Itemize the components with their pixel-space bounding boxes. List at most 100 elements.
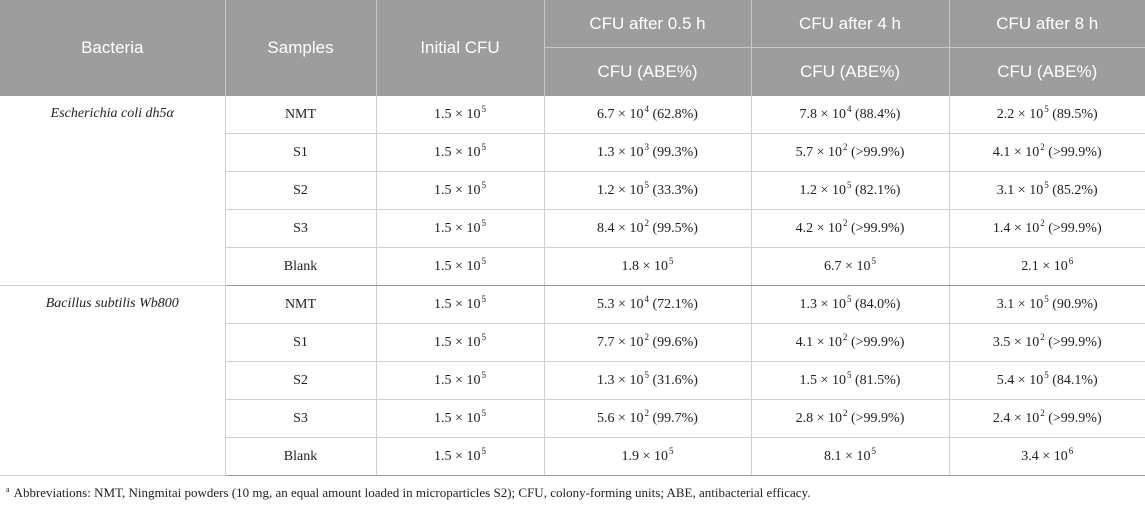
cfu-exponent: 5 — [846, 179, 852, 190]
cfu-mantissa: 1.5 × 10 — [434, 220, 481, 236]
cfu-exponent: 6 — [1068, 255, 1074, 266]
cfu-exponent: 4 — [644, 293, 649, 304]
cfu-0-5h-cell: 1.2 × 105 (33.3%) — [544, 171, 752, 210]
initial-cfu-cell: 1.5 × 105 — [376, 285, 545, 324]
cfu-4h-cell: 6.7 × 105 — [751, 247, 950, 286]
header-initial-cfu: Initial CFU — [376, 0, 545, 96]
cfu-mantissa: 6.7 × 10 — [597, 106, 644, 122]
table-row: S2 1.5 × 105 1.2 × 105 (33.3%) 1.2 × 105 (8… — [0, 171, 1145, 210]
cfu-exponent: 2 — [644, 407, 649, 418]
cfu-mantissa: 1.5 × 10 — [434, 372, 481, 388]
cfu-4h-cell: 2.8 × 102 (>99.9%) — [751, 399, 950, 438]
cfu-exponent: 2 — [843, 407, 848, 418]
cfu-4h-cell: 7.8 × 104 (88.4%) — [751, 96, 950, 134]
cfu-exponent: 5 — [644, 369, 649, 380]
cfu-mantissa: 3.4 × 10 — [1021, 448, 1068, 464]
cfu-8h-cell: 1.4 × 102 (>99.9%) — [949, 209, 1145, 248]
cfu-exponent: 2 — [843, 331, 848, 342]
initial-cfu-cell: 1.5 × 105 — [376, 361, 545, 400]
cfu-8h-cell: 2.1 × 106 — [949, 247, 1145, 286]
cfu-0-5h-cell: 1.9 × 105 — [544, 437, 752, 476]
initial-cfu-cell: 1.5 × 105 — [376, 133, 545, 172]
results-table: Bacteria Samples Initial CFU CFU after 0… — [0, 0, 1145, 476]
sample-name: Blank — [225, 437, 377, 476]
abe-percent: (>99.9%) — [847, 144, 905, 160]
abe-percent: (99.3%) — [648, 144, 698, 160]
abe-percent: (31.6%) — [648, 372, 698, 388]
cfu-exponent: 6 — [1068, 445, 1074, 456]
abe-percent: (>99.9%) — [847, 410, 905, 426]
abe-percent: (89.5%) — [1048, 106, 1098, 122]
cfu-4h-cell: 1.5 × 105 (81.5%) — [751, 361, 950, 400]
sample-name: NMT — [225, 285, 377, 324]
sample-name: S1 — [225, 133, 377, 172]
abe-percent: (>99.9%) — [1044, 144, 1102, 160]
cfu-exponent: 5 — [1044, 179, 1049, 190]
sample-name: Blank — [225, 247, 377, 286]
cfu-0-5h-cell: 1.8 × 105 — [544, 247, 752, 286]
cfu-exponent: 5 — [481, 445, 486, 456]
cfu-mantissa: 2.2 × 10 — [996, 106, 1044, 122]
cfu-mantissa: 1.2 × 10 — [597, 182, 644, 198]
cfu-0-5h-cell: 1.3 × 103 (99.3%) — [544, 133, 752, 172]
cfu-exponent: 5 — [481, 217, 486, 228]
abe-percent: (>99.9%) — [1044, 334, 1102, 350]
abe-percent: (90.9%) — [1048, 296, 1098, 312]
cfu-mantissa: 1.9 × 10 — [621, 448, 668, 464]
initial-cfu-cell: 1.5 × 105 — [376, 171, 545, 210]
cfu-mantissa: 1.3 × 10 — [799, 296, 846, 312]
cfu-8h-cell: 3.5 × 102 (>99.9%) — [949, 323, 1145, 362]
cfu-exponent: 3 — [644, 141, 649, 152]
initial-cfu-cell: 1.5 × 105 — [376, 399, 545, 438]
initial-cfu-cell: 1.5 × 105 — [376, 247, 545, 286]
abe-percent: (85.2%) — [1048, 182, 1098, 198]
cfu-exponent: 5 — [481, 179, 486, 190]
cfu-exponent: 2 — [644, 331, 649, 342]
bacteria-name: Escherichia coli dh5α — [0, 96, 226, 286]
cfu-exponent: 5 — [481, 369, 486, 380]
initial-cfu-cell: 1.5 × 105 — [376, 96, 545, 134]
table-row: Escherichia coli dh5α NMT 1.5 × 105 6.7 × 1… — [0, 96, 1145, 286]
cfu-4h-cell: 1.2 × 105 (82.1%) — [751, 171, 950, 210]
table-row: S3 1.5 × 105 8.4 × 102 (99.5%) 4.2 × 102 (>… — [0, 209, 1145, 248]
abe-percent: (>99.9%) — [1044, 410, 1102, 426]
cfu-exponent: 2 — [1040, 407, 1045, 418]
cfu-exponent: 5 — [644, 179, 649, 190]
table-header: Bacteria Samples Initial CFU CFU after 0… — [0, 0, 1145, 96]
cfu-mantissa: 1.5 × 10 — [434, 448, 481, 464]
table-row: S3 1.5 × 105 5.6 × 102 (99.7%) 2.8 × 102 (>… — [0, 399, 1145, 438]
cfu-mantissa: 1.5 × 10 — [799, 372, 846, 388]
table-row: S1 1.5 × 105 7.7 × 102 (99.6%) 4.1 × 102 (>… — [0, 323, 1145, 362]
cfu-mantissa: 1.5 × 10 — [434, 182, 481, 198]
cfu-mantissa: 1.5 × 10 — [434, 144, 481, 160]
initial-cfu-cell: 1.5 × 105 — [376, 437, 545, 476]
cfu-exponent: 5 — [481, 331, 486, 342]
cfu-exponent: 5 — [481, 141, 486, 152]
header-cfu-0-5h: CFU after 0.5 h — [544, 0, 752, 48]
cfu-exponent: 5 — [1044, 103, 1049, 114]
abe-percent: (99.6%) — [648, 334, 698, 350]
cfu-8h-cell: 2.4 × 102 (>99.9%) — [949, 399, 1145, 438]
cfu-exponent: 5 — [481, 407, 486, 418]
cfu-exponent: 4 — [846, 103, 852, 114]
cfu-mantissa: 2.8 × 10 — [795, 410, 842, 426]
initial-cfu-cell: 1.5 × 105 — [376, 323, 545, 362]
sample-name: S2 — [225, 171, 377, 210]
subheader-4h: CFU (ABE%) — [751, 47, 950, 96]
cfu-mantissa: 5.7 × 10 — [795, 144, 842, 160]
cfu-4h-cell: 5.7 × 102 (>99.9%) — [751, 133, 950, 172]
cfu-exponent: 5 — [871, 255, 876, 266]
cfu-8h-cell: 3.4 × 106 — [949, 437, 1145, 476]
cfu-mantissa: 3.1 × 10 — [996, 296, 1044, 312]
cfu-0-5h-cell: 5.3 × 104 (72.1%) — [544, 285, 752, 324]
cfu-exponent: 2 — [1040, 331, 1045, 342]
cfu-mantissa: 8.4 × 10 — [597, 220, 644, 236]
footnote-marker: a — [6, 485, 10, 494]
sample-name: NMT — [225, 96, 377, 134]
abe-percent: (62.8%) — [648, 106, 698, 122]
cfu-mantissa: 7.8 × 10 — [799, 106, 846, 122]
cfu-mantissa: 4.2 × 10 — [795, 220, 842, 236]
cfu-exponent: 5 — [846, 293, 852, 304]
cfu-8h-cell: 3.1 × 105 (90.9%) — [949, 285, 1145, 324]
cfu-mantissa: 5.6 × 10 — [597, 410, 644, 426]
